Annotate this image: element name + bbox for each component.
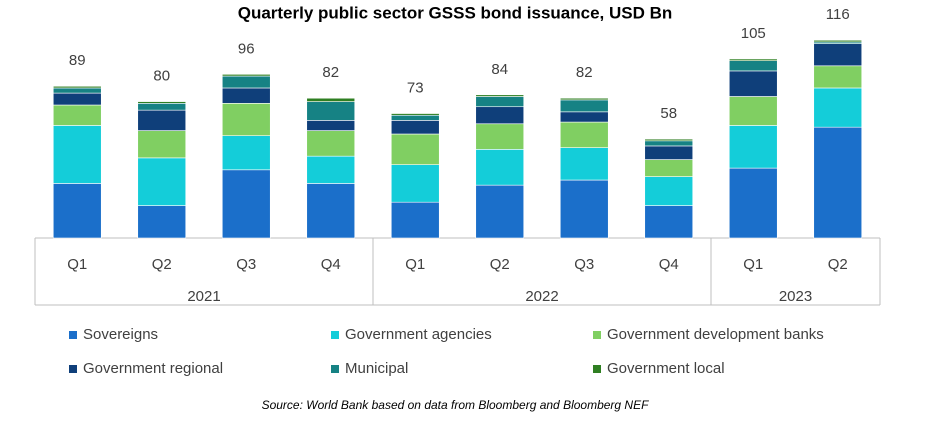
legend-marker bbox=[69, 365, 77, 373]
x-tick-label: Q4 bbox=[321, 256, 341, 273]
source-note: Source: World Bank based on data from Bl… bbox=[262, 398, 650, 412]
bar-segment bbox=[306, 155, 356, 184]
total-label: 116 bbox=[826, 6, 850, 23]
bar-segment bbox=[390, 120, 440, 135]
bar-segment bbox=[52, 104, 102, 126]
legend-label: Government regional bbox=[83, 360, 223, 377]
x-tick-label: Q1 bbox=[743, 256, 763, 273]
bar-segment bbox=[644, 159, 694, 177]
bar-segment bbox=[475, 106, 525, 125]
bar-segment bbox=[813, 39, 863, 43]
x-tick-label: Q1 bbox=[405, 256, 425, 273]
bar-segment bbox=[221, 87, 271, 104]
x-tick-label: Q1 bbox=[67, 256, 87, 273]
x-tick-label: Q2 bbox=[828, 256, 848, 273]
legend-marker bbox=[593, 365, 601, 373]
total-label: 105 bbox=[741, 25, 766, 42]
bar-segment bbox=[728, 70, 778, 97]
bar-segment bbox=[813, 43, 863, 67]
bar-segment bbox=[52, 125, 102, 184]
x-tick-label: Q2 bbox=[152, 256, 172, 273]
legend-marker bbox=[593, 331, 601, 339]
bar-segment bbox=[728, 125, 778, 169]
bar-segment bbox=[221, 169, 271, 239]
legend-label: Government development banks bbox=[607, 326, 824, 343]
bar-segment bbox=[137, 101, 187, 104]
bar-segment bbox=[221, 103, 271, 137]
bar-segment bbox=[728, 167, 778, 239]
bar-segment bbox=[728, 58, 778, 61]
bar-segment bbox=[306, 101, 356, 121]
total-label: 84 bbox=[491, 61, 508, 78]
bar-segment bbox=[644, 140, 694, 147]
legend-label: Government agencies bbox=[345, 326, 492, 343]
total-label: 73 bbox=[407, 80, 424, 97]
bar-segment bbox=[644, 176, 694, 206]
bar-segment bbox=[52, 183, 102, 239]
bar-segment bbox=[644, 145, 694, 160]
bar-segment bbox=[475, 184, 525, 239]
group-label: 2023 bbox=[779, 288, 812, 305]
legend-marker bbox=[69, 331, 77, 339]
x-tick-label: Q2 bbox=[490, 256, 510, 273]
bar-segment bbox=[559, 99, 609, 113]
bar-segment bbox=[559, 121, 609, 148]
bar-segment bbox=[306, 97, 356, 102]
bar-segment bbox=[306, 120, 356, 131]
bar-segment bbox=[728, 96, 778, 126]
bar-segment bbox=[221, 135, 271, 171]
bar-segment bbox=[559, 147, 609, 181]
bar-segment bbox=[137, 130, 187, 159]
total-label: 82 bbox=[576, 64, 593, 81]
chart-title: Quarterly public sector GSSS bond issuan… bbox=[238, 3, 673, 22]
bar-segment bbox=[137, 109, 187, 131]
bar-segment bbox=[306, 183, 356, 239]
bar-segment bbox=[475, 94, 525, 97]
x-tick-label: Q4 bbox=[659, 256, 679, 273]
bar-segment bbox=[221, 74, 271, 77]
bar-segment bbox=[137, 157, 187, 206]
legend-label: Sovereigns bbox=[83, 326, 158, 343]
x-tick-label: Q3 bbox=[574, 256, 594, 273]
legend-label: Municipal bbox=[345, 360, 408, 377]
bar-segment bbox=[728, 60, 778, 72]
legend-marker bbox=[331, 331, 339, 339]
bar-segment bbox=[475, 123, 525, 150]
bar-segment bbox=[390, 164, 440, 203]
bar-segment bbox=[390, 113, 440, 116]
bar-segment bbox=[813, 87, 863, 128]
total-label: 89 bbox=[69, 52, 86, 69]
bar-segment bbox=[475, 96, 525, 108]
bar-segment bbox=[475, 149, 525, 186]
group-label: 2021 bbox=[187, 288, 220, 305]
bar-segment bbox=[306, 130, 356, 157]
bar-segment bbox=[813, 65, 863, 89]
bar-segment bbox=[559, 97, 609, 101]
legend-marker bbox=[331, 365, 339, 373]
bar-segment bbox=[137, 205, 187, 239]
bar-segment bbox=[813, 126, 863, 239]
x-tick-label: Q3 bbox=[236, 256, 256, 273]
bar-segment bbox=[52, 85, 102, 89]
total-label: 96 bbox=[238, 40, 255, 57]
bar-segment bbox=[644, 138, 694, 142]
bar-segment bbox=[390, 114, 440, 121]
group-label: 2022 bbox=[525, 288, 558, 305]
legend-label: Government local bbox=[607, 360, 725, 377]
total-label: 80 bbox=[153, 68, 170, 85]
bar-segment bbox=[390, 133, 440, 165]
bar-segment bbox=[644, 205, 694, 239]
bar-segment bbox=[137, 103, 187, 111]
total-label: 82 bbox=[322, 64, 339, 81]
bar-segment bbox=[390, 201, 440, 239]
bar-segment bbox=[559, 179, 609, 239]
bar-segment bbox=[52, 87, 102, 94]
bar-segment bbox=[559, 111, 609, 123]
total-label: 58 bbox=[660, 105, 677, 122]
bar-segment bbox=[221, 75, 271, 89]
bar-segment bbox=[52, 92, 102, 106]
